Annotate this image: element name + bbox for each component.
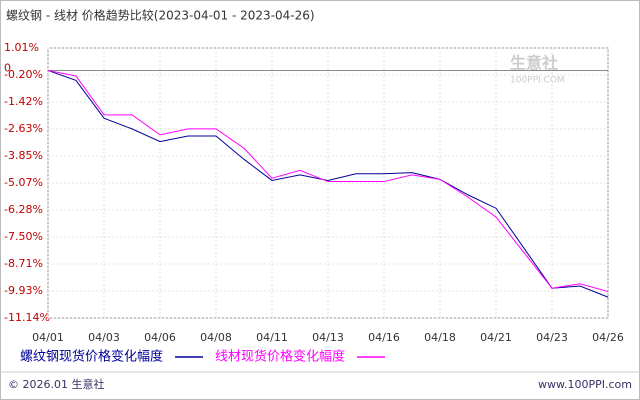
y-tick-label: -7.50% xyxy=(4,230,43,243)
y-tick-label: -5.07% xyxy=(4,176,43,189)
y-tick-label: -0.20% xyxy=(4,68,43,81)
watermark: 生意社 xyxy=(510,54,558,73)
y-tick-label: -8.71% xyxy=(4,257,43,270)
x-tick-label: 04/06 xyxy=(144,331,176,344)
y-tick-label: -2.63% xyxy=(4,122,43,135)
x-tick-label: 04/23 xyxy=(536,331,568,344)
x-tick-label: 04/21 xyxy=(480,331,512,344)
footer-right: www.100PPI.com xyxy=(538,378,632,391)
y-tick-label: -6.28% xyxy=(4,203,43,216)
legend-label: 螺纹钢现货价格变化幅度 xyxy=(20,349,163,365)
x-tick-label: 04/13 xyxy=(312,331,344,344)
x-tick-label: 04/18 xyxy=(424,331,456,344)
series-line xyxy=(47,69,609,298)
chart-title: 螺纹钢 - 线材 价格趋势比较(2023-04-01 - 2023-04-26) xyxy=(6,8,315,23)
y-tick-label: 0 xyxy=(4,61,11,74)
x-tick-label: 04/03 xyxy=(88,331,120,344)
watermark-sub: 100PPI.COM xyxy=(510,76,565,86)
x-tick-label: 04/11 xyxy=(256,331,288,344)
series-line xyxy=(47,69,609,293)
legend-label: 线材现货价格变化幅度 xyxy=(215,349,345,365)
y-tick-label: 1.01% xyxy=(4,41,39,54)
x-tick-label: 04/01 xyxy=(32,331,64,344)
x-tick-label: 04/08 xyxy=(200,331,232,344)
x-tick-label: 04/16 xyxy=(368,331,400,344)
y-tick-label: -11.14% xyxy=(4,311,50,324)
y-tick-label: -1.42% xyxy=(4,95,43,108)
y-tick-label: -9.93% xyxy=(4,284,43,297)
footer-left: © 2026.01 生意社 xyxy=(8,377,104,391)
x-tick-label: 04/26 xyxy=(592,331,624,344)
y-tick-label: -3.85% xyxy=(4,149,43,162)
